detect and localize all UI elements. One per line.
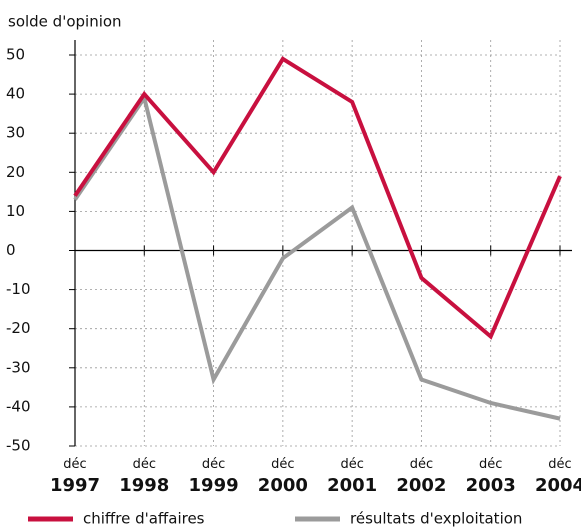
x-tick-label: déc 2002 [396,457,446,497]
y-tick-label: 0 [6,241,16,259]
y-tick-label: -50 [6,437,31,455]
x-tick-label: déc 2001 [327,457,377,497]
x-tick-label: déc 1997 [50,457,100,497]
legend-label: résultats d'exploitation [350,510,522,528]
y-tick-label: -40 [6,397,31,415]
x-tick-label: déc 2004 [535,457,581,497]
legend-label: chiffre d'affaires [83,510,205,528]
x-tick-label: déc 1999 [189,457,239,497]
x-tick-label: déc 1998 [119,457,169,497]
y-tick-label: 30 [6,124,25,142]
y-tick-label: 50 [6,46,25,64]
x-tick-label: déc 2000 [258,457,308,497]
series-line [73,93,561,421]
y-tick-label: -30 [6,358,31,376]
y-tick-label: 20 [6,163,25,181]
y-tick-label: 10 [6,202,25,220]
y-tick-label: -20 [6,319,31,337]
series-line [73,56,562,340]
y-axis-label: solde d'opinion [8,13,122,31]
y-tick-label: 40 [6,85,25,103]
y-tick-label: -10 [6,280,31,298]
x-tick-label: déc 2003 [466,457,516,497]
